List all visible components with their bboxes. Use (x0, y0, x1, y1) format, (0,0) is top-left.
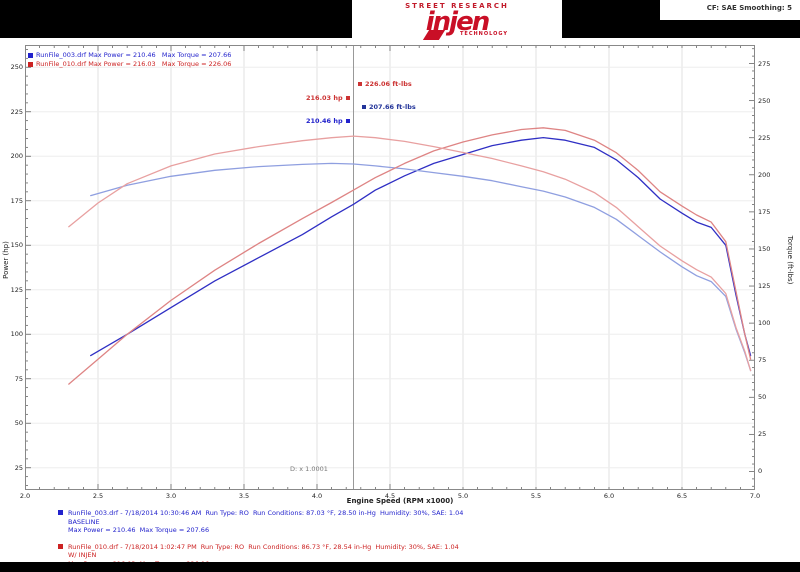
baseline-power-curve (90, 136, 752, 357)
power-tick-label: 125 (10, 285, 23, 294)
injen-torque-curve (68, 135, 752, 372)
peak-annotation: 210.46 hp (306, 117, 350, 125)
annotation-marker-icon (358, 82, 362, 86)
rpm-tick-label: 3.5 (238, 492, 250, 500)
run-info-block: RunFile_003.drf - 7/18/2014 10:30:46 AM … (0, 509, 800, 535)
run-swatch-icon (58, 543, 63, 549)
injen-wordmark: injen (425, 7, 490, 37)
power-tick-label: 100 (10, 330, 23, 339)
plot-area[interactable] (25, 45, 755, 490)
legend-text: RunFile_010.drf Max Power = 216.03 Max T… (36, 60, 232, 68)
power-tick-label: 50 (14, 419, 23, 428)
peak-annotation: 226.06 ft-lbs (358, 80, 412, 88)
power-tick-label: 200 (10, 152, 23, 161)
baseline-torque-curve (90, 162, 752, 372)
dyno-chart-card: Power (hp) Torque (ft-lbs) Engine Speed … (0, 38, 800, 508)
torque-tick-label: 275 (758, 59, 771, 68)
annotation-text: 210.46 hp (306, 117, 343, 125)
power-tick-label: 150 (10, 241, 23, 250)
power-tick-label: 25 (14, 463, 23, 472)
rpm-axis-title: Engine Speed (RPM x1000) (346, 497, 454, 505)
peak-annotation: 216.03 hp (306, 94, 350, 102)
run-name: BASELINE (68, 517, 100, 526)
annotation-marker-icon (345, 96, 350, 100)
street-research-text: STREET RESEARCH (405, 2, 509, 10)
rpm-tick-label: 5.0 (457, 492, 469, 500)
rpm-tick-label: 6.5 (676, 492, 688, 500)
legend-text: RunFile_003.drf Max Power = 210.46 Max T… (36, 51, 232, 59)
torque-tick-label: 200 (758, 170, 771, 179)
run-lines: RunFile_003.drf - 7/18/2014 10:30:46 AM … (68, 509, 463, 535)
torque-tick-label: 75 (758, 356, 767, 365)
run-file-line: RunFile_010.drf - 7/18/2014 1:02:47 PM R… (68, 542, 459, 551)
torque-tick-label: 100 (758, 319, 771, 328)
run-swatch-icon (58, 510, 63, 515)
rpm-tick-label: 6.0 (603, 492, 615, 500)
peak-annotation: 207.66 ft-lbs (362, 103, 416, 111)
bottom-bar (0, 562, 800, 572)
chart-legend: RunFile_003.drf Max Power = 210.46 Max T… (28, 51, 231, 69)
power-tick-label: 250 (10, 63, 23, 72)
rpm-tick-label: 7.0 (749, 492, 761, 500)
run-file-line: RunFile_003.drf - 7/18/2014 10:30:46 AM … (68, 509, 464, 517)
correction-note: D: x 1.0001 (290, 465, 328, 473)
torque-tick-label: 250 (758, 96, 771, 105)
power-tick-label: 75 (14, 374, 23, 383)
plot-border (25, 45, 755, 490)
torque-axis-title: Torque (ft-lbs) (786, 235, 794, 285)
annotation-text: 207.66 ft-lbs (369, 103, 416, 111)
annotation-text: 226.06 ft-lbs (365, 80, 412, 88)
rpm-tick-label: 4.0 (311, 492, 323, 500)
run-peaks: Max Power = 210.46 Max Torque = 207.66 (68, 526, 210, 534)
run-name: W/ INJEN (68, 551, 97, 559)
annotation-marker-icon (362, 105, 366, 109)
power-tick-label: 225 (10, 107, 23, 116)
annotation-marker-icon (345, 119, 350, 123)
rpm-tick-label: 4.5 (384, 492, 396, 500)
torque-tick-label: 25 (758, 430, 767, 439)
injen-logo: STREET RESEARCH injen TECHNOLOGY (352, 0, 562, 44)
legend-swatch-icon (28, 62, 33, 67)
rpm-tick-label: 3.0 (165, 492, 177, 500)
rpm-tick-label: 2.5 (92, 492, 104, 500)
torque-tick-label: 150 (758, 244, 771, 253)
torque-tick-label: 50 (758, 393, 767, 402)
run-details-footer: RunFile_003.drf - 7/18/2014 10:30:46 AM … (0, 508, 800, 568)
torque-tick-label: 0 (758, 467, 763, 476)
annotation-text: 216.03 hp (306, 94, 343, 102)
rpm-tick-label: 5.5 (530, 492, 542, 500)
torque-tick-label: 125 (758, 282, 771, 291)
power-tick-label: 175 (10, 196, 23, 205)
legend-swatch-icon (28, 53, 33, 58)
legend-row: RunFile_003.drf Max Power = 210.46 Max T… (28, 51, 231, 60)
technology-text: TECHNOLOGY (460, 31, 508, 37)
rpm-tick-label: 2.0 (19, 492, 31, 500)
torque-tick-label: 175 (758, 207, 771, 216)
injen-power-curve (68, 127, 752, 385)
correction-settings-text: CF: SAE Smoothing: 5 (660, 0, 800, 20)
legend-row: RunFile_010.drf Max Power = 216.03 Max T… (28, 60, 231, 69)
torque-tick-label: 225 (758, 133, 771, 142)
